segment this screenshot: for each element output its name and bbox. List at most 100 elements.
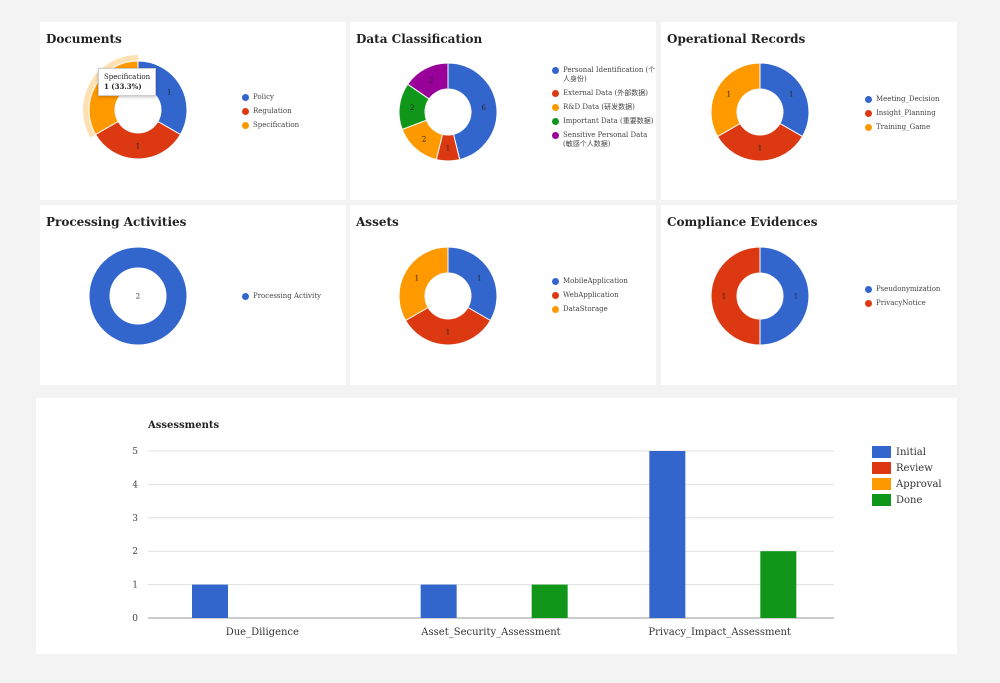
legend-item-meeting-decision[interactable]: Meeting_Decision	[865, 95, 939, 104]
legend-label: Approval	[896, 478, 942, 490]
slice-webapplication[interactable]: 1	[404, 306, 492, 346]
slice-pseudonymization[interactable]: 1	[759, 246, 810, 346]
slice-arc[interactable]	[447, 246, 498, 322]
slice-value-label: 2	[410, 104, 414, 112]
card-data-classification: Data Classification 6 1 2 2 2 Personal Ident…	[350, 22, 656, 200]
bar-chart-assessments[interactable]: 0 1 2 3 4 5 Due_Diligence Asset_Security_Assess…	[36, 398, 836, 654]
slice-arc[interactable]	[447, 62, 498, 161]
legend-swatch	[552, 278, 559, 285]
slice-arc[interactable]	[404, 306, 492, 346]
bar-asset-security-assessment-initial[interactable]	[420, 584, 457, 618]
slice-arc[interactable]	[406, 62, 449, 100]
slice-personal-identification[interactable]: 6	[447, 62, 498, 161]
slice-value-label: 2	[136, 293, 140, 301]
chart-title: Data Classification	[356, 32, 483, 46]
card-assets: Assets 1 1 1 MobileApplication WebApplicati…	[350, 205, 656, 385]
legend-label: Initial	[896, 446, 926, 458]
legend-item-processing-activity[interactable]: Processing Activity	[242, 292, 321, 301]
bar-privacy-impact-assessment-done[interactable]	[760, 551, 797, 618]
legend-swatch	[872, 478, 891, 490]
y-tick-label: 3	[132, 514, 138, 524]
card-assessments: Assessments 0 1 2 3 4 5 Due_Diligence Asset_Sec…	[36, 398, 957, 654]
legend-swatch	[865, 110, 872, 117]
slice-arc[interactable]	[710, 62, 761, 138]
legend-item-mobileapplication[interactable]: MobileApplication	[552, 277, 628, 286]
chart-title: Assets	[356, 215, 399, 229]
legend-swatch	[242, 108, 249, 115]
donut-chart-compliance-evidences[interactable]: 11	[661, 205, 957, 385]
legend-item-initial[interactable]: Initial	[872, 446, 942, 458]
legend-item-approval[interactable]: Approval	[872, 478, 942, 490]
slice-highlight	[83, 55, 138, 138]
legend-item-regulation[interactable]: Regulation	[242, 107, 299, 116]
card-operational-records: Operational Records 1 1 1 Meeting_Decision…	[661, 22, 957, 200]
slice-arc[interactable]	[759, 246, 810, 346]
legend-item-review[interactable]: Review	[872, 462, 942, 474]
slice-value-label: 2	[422, 135, 426, 143]
slice-processing-activity[interactable]: 2	[88, 246, 188, 346]
slice-arc[interactable]	[398, 246, 449, 322]
slice-sensitive-personal-data[interactable]: 2	[406, 62, 449, 100]
legend-item-policy[interactable]: Policy	[242, 93, 299, 102]
legend-label: Pseudonymization	[876, 285, 941, 293]
legend-item-important-data[interactable]: Important Data (重要数据)	[552, 117, 656, 126]
slice-arc[interactable]	[716, 122, 804, 162]
legend-swatch	[552, 306, 559, 313]
legend-assessments: Initial Review Approval Done	[872, 446, 942, 510]
slice-value-label: 1	[477, 275, 481, 283]
legend-item-datastorage[interactable]: DataStorage	[552, 305, 628, 314]
legend-label: Processing Activity	[253, 292, 321, 300]
legend-item-pseudonymization[interactable]: Pseudonymization	[865, 285, 940, 294]
donut-chart-processing-activities[interactable]: 2	[40, 205, 346, 385]
slice-privacynotice[interactable]: 1	[710, 246, 761, 346]
legend-operational-records: Meeting_Decision Insight_Planning Training…	[865, 95, 939, 137]
chart-title: Assessments	[148, 420, 220, 431]
bar-asset-security-assessment-done[interactable]	[531, 584, 568, 618]
legend-label: Done	[896, 494, 923, 506]
legend-item-external-data[interactable]: External Data (外部数据)	[552, 89, 656, 98]
slice-value-label: 1	[446, 329, 450, 337]
slice-mobileapplication[interactable]: 1	[447, 246, 498, 322]
legend-swatch	[872, 494, 891, 506]
legend-swatch	[865, 300, 872, 307]
donut-chart-operational-records[interactable]: 1 1 1	[661, 22, 957, 200]
donut-chart-documents[interactable]: 111	[40, 22, 346, 200]
slice-value-label: 1	[789, 91, 793, 99]
slice-insight-planning[interactable]: 1	[716, 122, 804, 162]
legend-item-r-d-data[interactable]: R&D Data (研发数据)	[552, 103, 656, 112]
y-tick-label: 2	[132, 547, 138, 557]
legend-label: Training_Game	[876, 123, 931, 131]
legend-item-specification[interactable]: Specification	[242, 121, 299, 130]
legend-item-webapplication[interactable]: WebApplication	[552, 291, 628, 300]
legend-label: DataStorage	[563, 305, 608, 313]
donut-chart-assets[interactable]: 1 1 1	[350, 205, 656, 385]
legend-label: Insight_Planning	[876, 109, 936, 117]
x-tick-label: Asset_Security_Assessment	[420, 627, 560, 638]
slice-arc[interactable]	[94, 120, 182, 160]
legend-data-classification: Personal Identification (个人身份) External D…	[552, 66, 656, 154]
bar-privacy-impact-assessment-initial[interactable]	[649, 451, 686, 618]
donut-chart-data-classification[interactable]: 6 1 2 2 2	[350, 22, 656, 200]
legend-item-sensitive-personal-data[interactable]: Sensitive Personal Data (敏感个人数据)	[552, 131, 656, 149]
legend-item-personal-identification[interactable]: Personal Identification (个人身份)	[552, 66, 656, 84]
slice-datastorage[interactable]: 1	[398, 246, 449, 322]
slice-training-game[interactable]: 1	[710, 62, 761, 138]
legend-item-training-game[interactable]: Training_Game	[865, 123, 939, 132]
legend-item-done[interactable]: Done	[872, 494, 942, 506]
legend-swatch	[242, 122, 249, 129]
slice-arc[interactable]	[88, 246, 188, 346]
slice-arc[interactable]	[759, 62, 810, 138]
slice-regulation[interactable]: 1	[94, 120, 182, 160]
legend-compliance-evidences: Pseudonymization PrivacyNotice	[865, 285, 940, 313]
chart-title: Operational Records	[667, 32, 806, 46]
y-tick-label: 0	[132, 614, 138, 624]
slice-arc[interactable]	[710, 246, 761, 346]
legend-label: R&D Data (研发数据)	[563, 103, 635, 111]
bar-due-diligence-initial[interactable]	[192, 584, 228, 618]
legend-item-insight-planning[interactable]: Insight_Planning	[865, 109, 939, 118]
legend-item-privacynotice[interactable]: PrivacyNotice	[865, 299, 940, 308]
legend-label: MobileApplication	[563, 277, 628, 285]
legend-swatch	[242, 293, 249, 300]
slice-meeting-decision[interactable]: 1	[759, 62, 810, 138]
